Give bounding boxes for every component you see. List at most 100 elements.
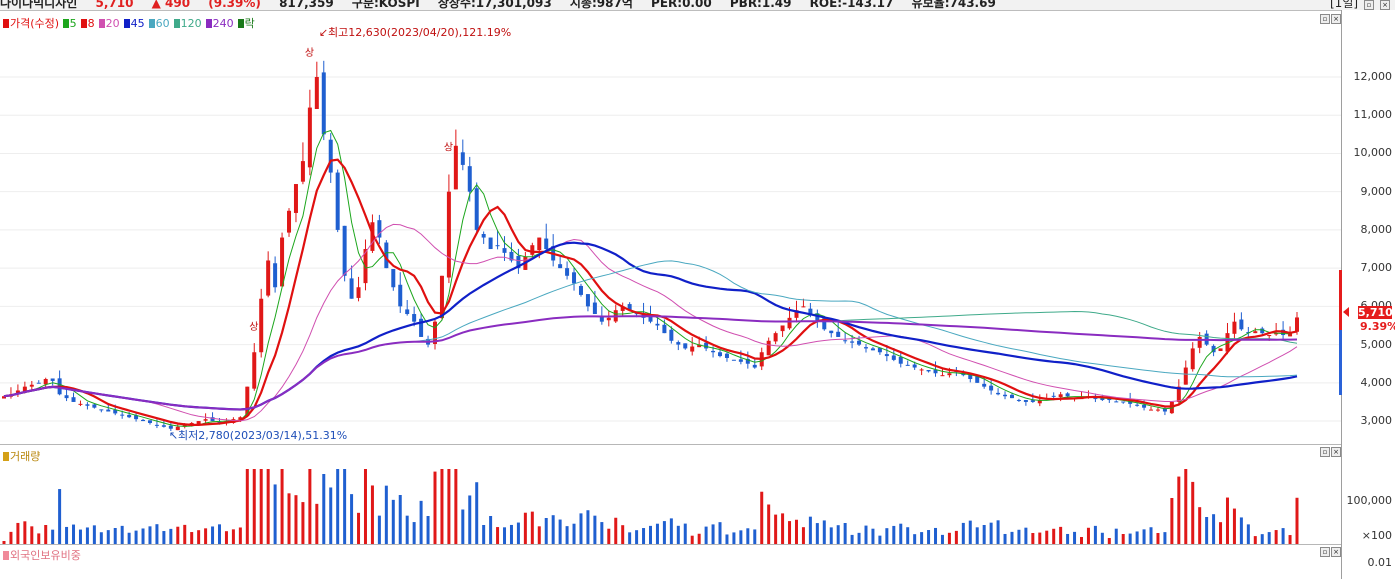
close-window-icon[interactable]: × (1380, 0, 1390, 10)
price-panel-close-icon[interactable]: × (1331, 14, 1341, 24)
volume-bar (1093, 525, 1097, 544)
pbr-value: PBR:1.49 (729, 0, 792, 10)
candle-body (384, 242, 389, 269)
candle-body (1149, 409, 1154, 411)
candle-body (919, 369, 924, 371)
volume-bar (683, 523, 687, 544)
volume-chart[interactable] (0, 446, 1341, 544)
volume-bar (739, 530, 743, 544)
volume-bar (989, 522, 993, 544)
candle-body (822, 318, 827, 330)
y-tick-0: 12,000 (1353, 69, 1393, 83)
candle-body (585, 294, 590, 307)
volume-bar (134, 530, 138, 544)
panel-divider[interactable] (0, 444, 1341, 445)
volume-bar (808, 516, 812, 544)
legend-item-1: 8 (87, 17, 95, 30)
legend-item-5: 120 (180, 17, 202, 30)
candle-body (857, 340, 862, 345)
stock-name[interactable]: 나이나믹디자인 (0, 0, 78, 10)
y-tick-4: 8,000 (1360, 222, 1393, 236)
volume-bar (461, 509, 465, 544)
candle-body (203, 419, 208, 421)
candle-body (106, 409, 111, 412)
volume-bar (1135, 531, 1139, 544)
volume-bar (301, 502, 305, 544)
candle-body (982, 383, 987, 387)
candle-body (1218, 348, 1223, 352)
candle-body (1190, 348, 1195, 370)
volume-bar (975, 527, 979, 544)
candle-body (655, 323, 660, 326)
foreign-panel-close-icon[interactable]: × (1331, 547, 1341, 557)
volume-bar (224, 531, 228, 544)
high-annotation: ↙최고12,630(2023/04/20),121.19% (319, 26, 511, 39)
ma-line-20 (3, 223, 1298, 422)
volume-bar (704, 526, 708, 544)
volume-bar (760, 491, 764, 544)
candle-body (676, 342, 681, 345)
candle-body (43, 379, 48, 385)
volume-panel-close-icon[interactable]: × (1331, 447, 1341, 457)
volume-bar (384, 485, 388, 544)
candle-body (453, 145, 458, 190)
period-selector[interactable]: [1일] (1330, 0, 1359, 10)
volume-bar (183, 524, 187, 544)
y-tick-7: 5,000 (1360, 337, 1393, 351)
legend-swatch-icon (123, 19, 130, 28)
candle-body (196, 421, 201, 425)
price-panel-minimize-icon[interactable]: ▫ (1320, 14, 1330, 24)
candle-body (259, 298, 264, 353)
candle-body (1100, 398, 1105, 401)
current-pct-tag: 9.39% (1360, 320, 1395, 333)
candle-body (704, 342, 709, 349)
volume-bar (794, 519, 798, 544)
candle-body (1037, 400, 1042, 404)
candle-body (307, 107, 312, 168)
current-price-tag: 5,710 (1358, 306, 1393, 319)
candle-body (349, 278, 354, 299)
market-type: 구분:KOSPI (351, 0, 420, 10)
price-axis[interactable]: 12,00011,00010,0009,0008,0007,0006,0005,… (1341, 10, 1395, 579)
volume-bar (245, 469, 249, 544)
foreign-panel-minimize-icon[interactable]: ▫ (1320, 547, 1330, 557)
volume-bar (572, 523, 576, 544)
candle-body (731, 359, 736, 361)
volume-bar (1191, 481, 1195, 544)
candle-body (147, 420, 152, 423)
legend-item-0: 5 (69, 17, 77, 30)
candle-body (2, 396, 6, 399)
candle-body (141, 419, 146, 422)
candle-body (599, 315, 604, 322)
price-range-bar-low (1339, 330, 1342, 395)
volume-bar (294, 495, 298, 544)
volume-bar (72, 524, 76, 544)
y-tick-1: 11,000 (1353, 108, 1393, 122)
candle-body (99, 409, 104, 411)
panel-divider-2[interactable] (0, 544, 1341, 545)
candle-body (530, 245, 535, 255)
volume-bar (1253, 536, 1257, 544)
candle-body (1107, 398, 1112, 401)
candle-body (85, 404, 90, 406)
price-chart[interactable]: ↙최고12,630(2023/04/20),121.19% ↖최저2,780(20… (0, 12, 1341, 444)
restore-window-icon[interactable]: ▫ (1364, 0, 1374, 10)
candle-body (495, 245, 500, 247)
candle-body (356, 287, 361, 298)
volume-bar (405, 515, 409, 544)
volume-bar (725, 534, 729, 544)
candle-body (1232, 321, 1237, 334)
candle-body (912, 364, 917, 368)
legend-swatch-icon (205, 19, 212, 28)
candle-body (1093, 398, 1098, 400)
volume-bar (1198, 507, 1202, 544)
volume-bar (968, 520, 972, 544)
volume-bar (329, 487, 333, 544)
volume-panel-minimize-icon[interactable]: ▫ (1320, 447, 1330, 457)
candle-body (766, 340, 771, 356)
candle-body (801, 306, 806, 308)
candle-body (544, 238, 549, 250)
candle-body (134, 415, 139, 420)
volume-bar (454, 469, 458, 544)
volume-bar (801, 527, 805, 544)
